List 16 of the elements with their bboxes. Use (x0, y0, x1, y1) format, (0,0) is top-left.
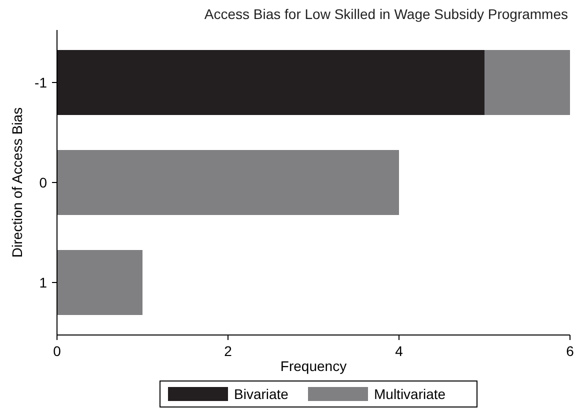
legend-label: Bivariate (234, 386, 289, 402)
y-tick-label: -1 (34, 74, 48, 90)
x-tick-label: 4 (395, 343, 404, 359)
x-tick-label: 2 (224, 343, 232, 359)
x-tick-label: 6 (566, 343, 574, 359)
x-axis-title: Frequency (280, 358, 347, 374)
bar (57, 150, 399, 215)
bar (57, 250, 142, 315)
y-tick-label: 1 (39, 274, 48, 290)
y-axis-title: Direction of Access Bias (9, 107, 25, 258)
bar (484, 50, 570, 115)
x-tick-label: 0 (53, 343, 62, 359)
legend-label: Multivariate (374, 386, 446, 402)
bar (57, 50, 484, 115)
y-tick-label: 0 (39, 174, 48, 190)
chart-title: Access Bias for Low Skilled in Wage Subsidy Programmes (204, 6, 568, 22)
